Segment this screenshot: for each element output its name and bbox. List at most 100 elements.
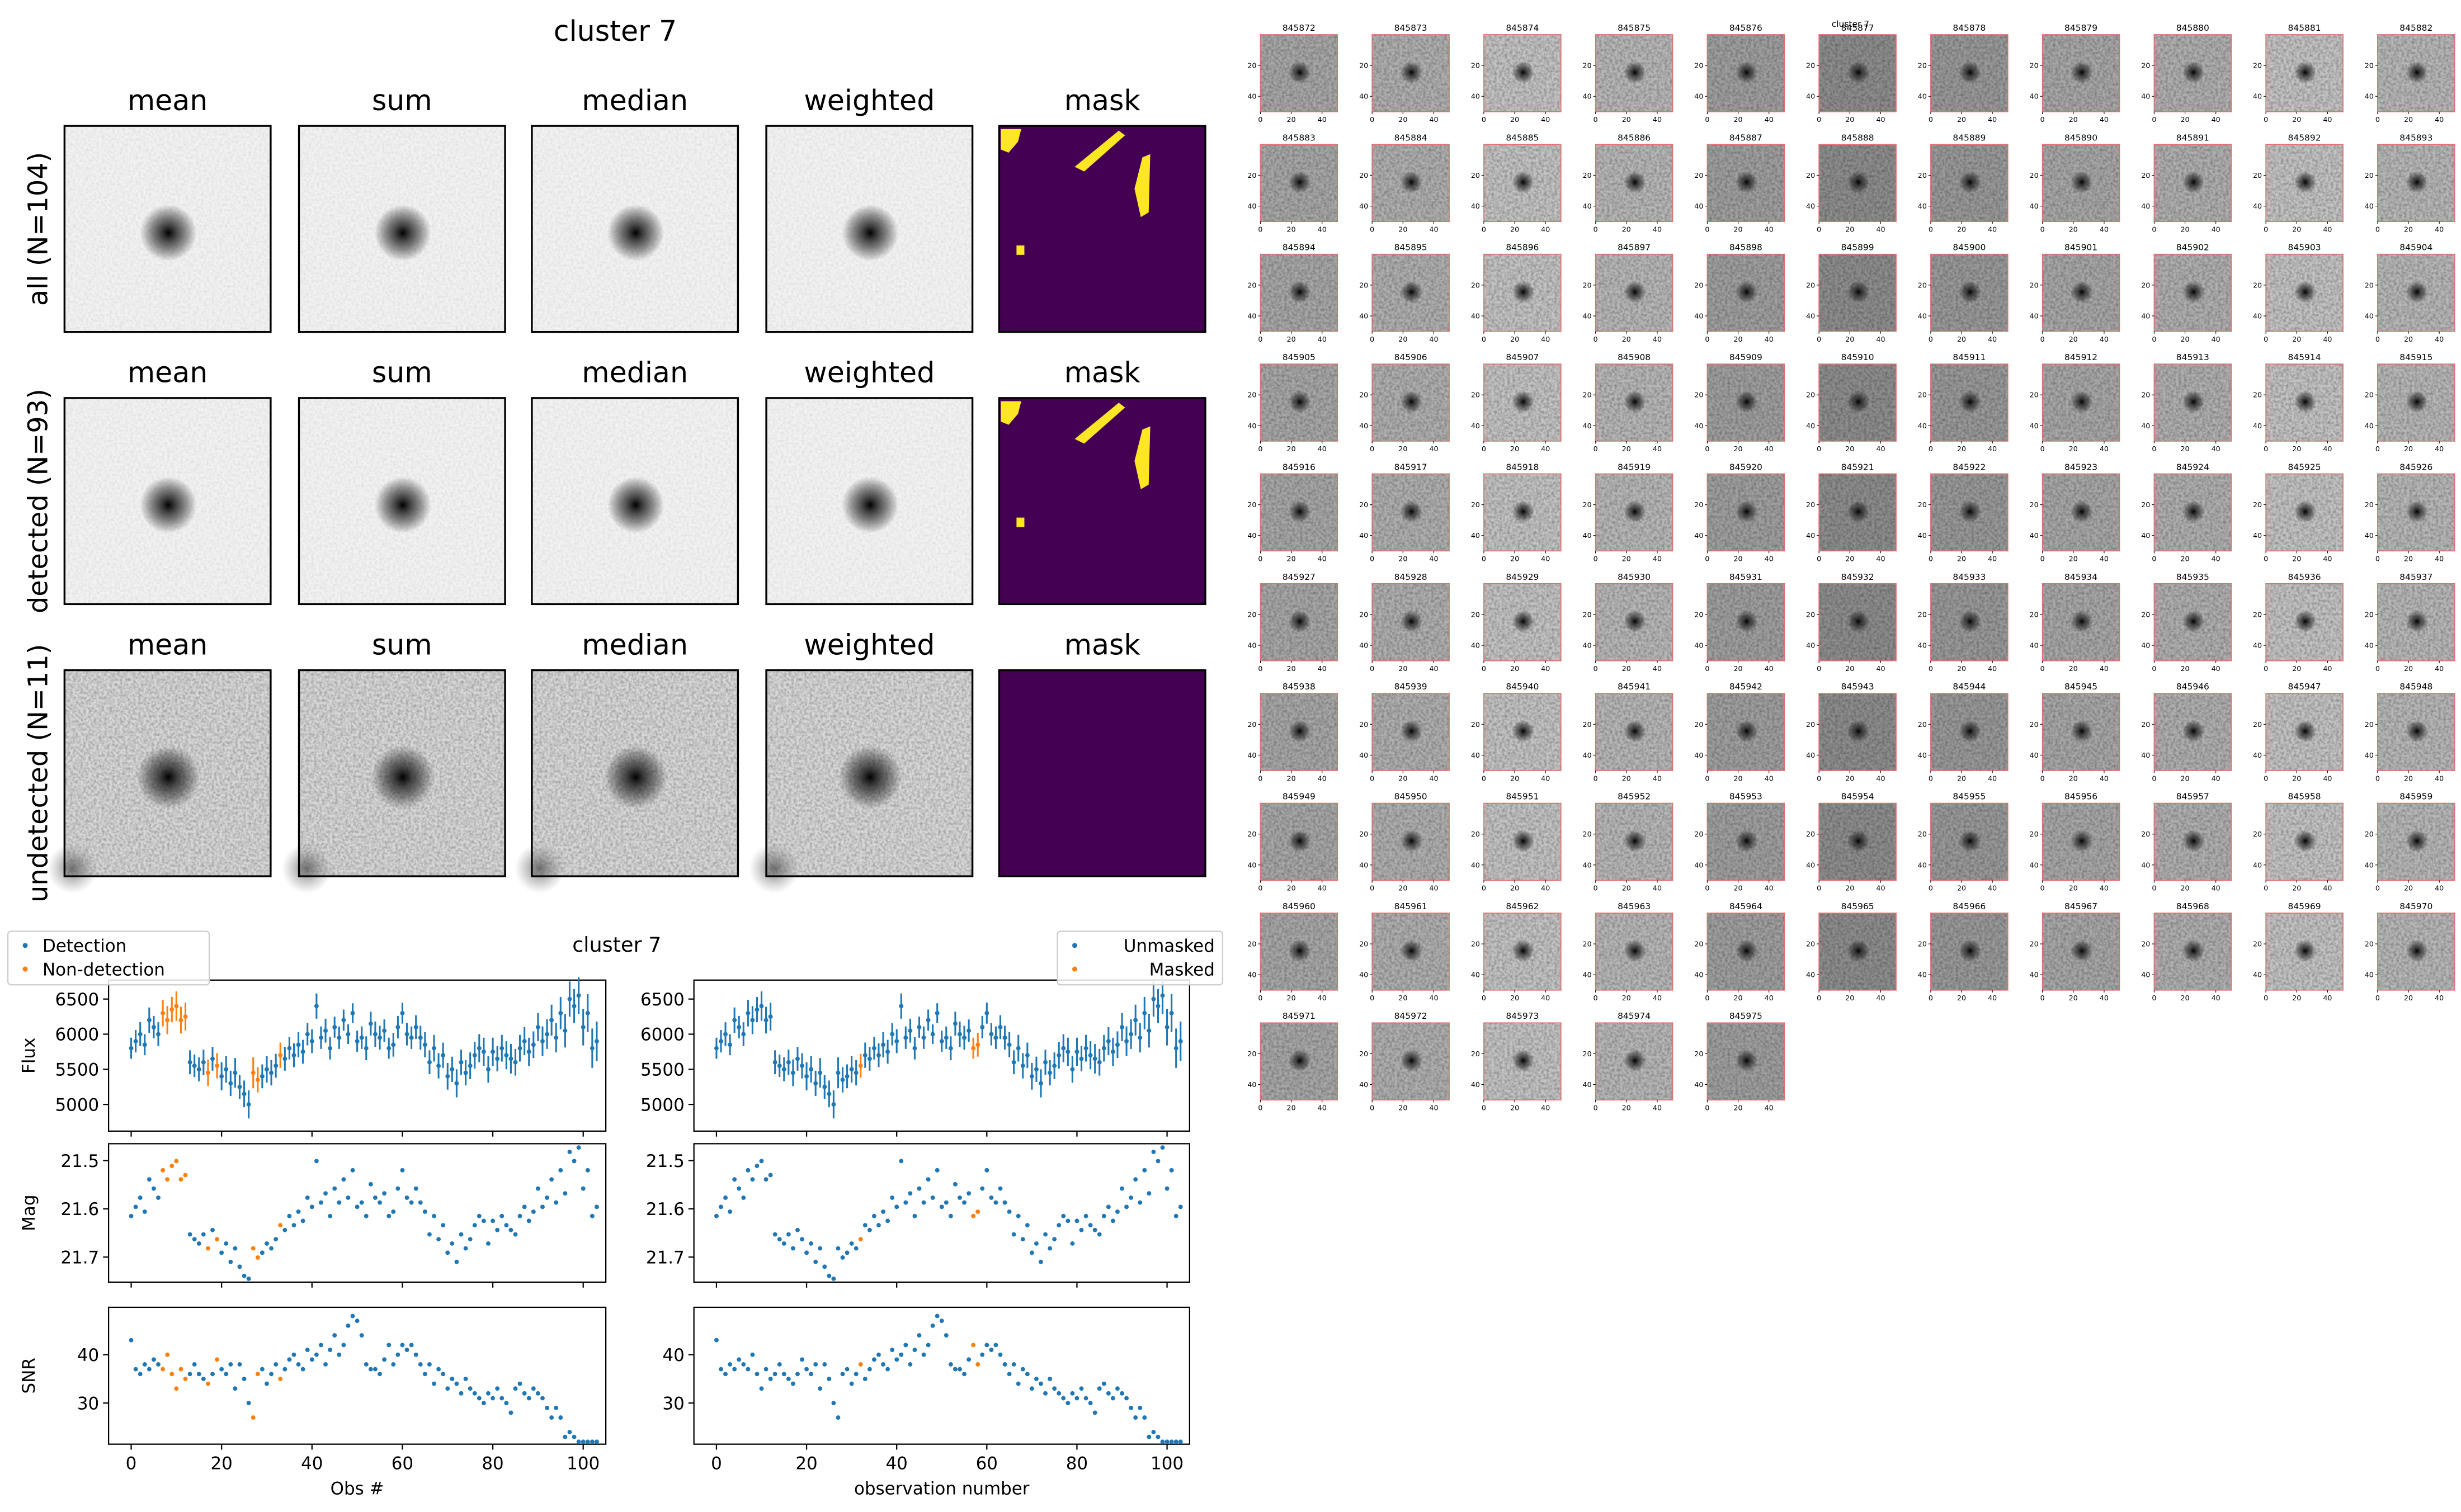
data-point — [1029, 1250, 1034, 1255]
data-point — [930, 1196, 935, 1200]
stamp-title: 845899 — [1841, 243, 1874, 253]
data-point — [215, 1357, 220, 1362]
stamp-frame — [1930, 583, 2009, 662]
data-point — [576, 1145, 581, 1150]
stamp-title: 845935 — [2176, 572, 2209, 582]
data-point — [781, 1372, 786, 1377]
stamp-title: 845880 — [2176, 23, 2209, 33]
stamp-title: 845931 — [1729, 572, 1762, 582]
data-point — [300, 1218, 305, 1223]
stamp-y-tick-label: 40 — [2030, 311, 2039, 320]
data-point — [142, 1042, 147, 1047]
stamp-y-tick-label: 20 — [2365, 391, 2374, 399]
data-point — [935, 1168, 940, 1173]
stamp-title: 845920 — [1729, 462, 1762, 472]
data-point — [1029, 1074, 1034, 1079]
data-point — [269, 1372, 274, 1377]
stamp-title: 845938 — [1283, 682, 1316, 692]
y-tick-label: 6000 — [55, 1025, 100, 1045]
stamp-x-tick-label: 40 — [2435, 445, 2444, 453]
stamp-x-tick-label: 40 — [1541, 115, 1550, 124]
data-point — [581, 1439, 586, 1444]
data-point — [831, 1401, 836, 1406]
stamp-title: 845924 — [2176, 462, 2209, 472]
source — [838, 745, 902, 809]
data-point — [138, 1032, 143, 1037]
data-point — [827, 1376, 832, 1381]
data-point — [903, 1200, 908, 1205]
data-point — [975, 1362, 980, 1367]
stamp-x-tick-label: 40 — [1765, 994, 1774, 1002]
data-point — [491, 1218, 496, 1223]
data-point — [378, 1200, 382, 1205]
data-point — [755, 1372, 760, 1377]
stamp-frame — [2042, 693, 2120, 771]
data-point — [133, 1039, 138, 1043]
stamp-y-tick-label: 40 — [1247, 1080, 1256, 1089]
x-tick-label: 100 — [1151, 1454, 1184, 1474]
data-point — [971, 1343, 976, 1348]
data-point — [309, 1204, 314, 1209]
data-point — [382, 1357, 387, 1362]
data-point — [1002, 1035, 1007, 1040]
stamp-frame — [2153, 802, 2232, 881]
data-point — [260, 1250, 265, 1255]
stamp-y-tick-label: 20 — [1583, 391, 1592, 399]
data-point — [1124, 1204, 1129, 1209]
data-point — [210, 1372, 215, 1377]
stamp-x-tick-label: 40 — [1318, 994, 1327, 1002]
data-point — [341, 1177, 346, 1182]
stamp-x-tick-label: 40 — [1765, 445, 1774, 453]
stamp-x-tick-label: 0 — [1370, 335, 1374, 343]
data-point — [728, 1209, 733, 1214]
stamp-frame — [1371, 802, 1450, 881]
data-point — [1133, 1177, 1138, 1182]
stamp-x-tick-label: 20 — [2404, 445, 2413, 453]
data-point — [1052, 1064, 1057, 1068]
stamp-y-tick-label: 20 — [1694, 830, 1703, 838]
data-point — [242, 1092, 247, 1097]
stamp-y-tick-label: 20 — [1806, 500, 1815, 509]
data-point — [255, 1078, 260, 1083]
stamp-x-tick-label: 0 — [1705, 115, 1709, 124]
data-point — [563, 1028, 568, 1033]
data-point — [219, 1074, 224, 1079]
stamp-title: 845898 — [1729, 243, 1762, 253]
stamp-x-tick-label: 20 — [1734, 335, 1743, 343]
data-point — [822, 1362, 827, 1367]
stamp-y-tick-label: 20 — [2141, 391, 2150, 399]
data-point — [732, 1018, 737, 1023]
data-point — [885, 1218, 890, 1223]
stamp-x-tick-label: 20 — [1957, 555, 1966, 563]
stamp-source — [1400, 390, 1423, 413]
data-point — [481, 1401, 486, 1406]
stamp-y-tick-label: 40 — [1694, 92, 1703, 101]
data-point — [481, 1218, 486, 1223]
stamp-x-tick-label: 0 — [1817, 445, 1821, 453]
stamp-frame — [2153, 34, 2232, 112]
stamp-x-tick-label: 0 — [2040, 115, 2045, 124]
stamp-y-tick-label: 40 — [2030, 971, 2039, 979]
stamp-y-tick-label: 20 — [1247, 171, 1256, 179]
stamp-y-tick-label: 40 — [2365, 531, 2374, 540]
data-point — [409, 1343, 414, 1348]
stamp-x-tick-label: 40 — [1541, 445, 1550, 453]
stamp-x-tick-label: 20 — [1510, 994, 1519, 1002]
stamp-x-tick-label: 20 — [1622, 774, 1631, 782]
stamp-x-tick-label: 0 — [2375, 664, 2380, 673]
stamp-x-tick-label: 20 — [2069, 445, 2078, 453]
stamp-y-tick-label: 20 — [1918, 720, 1927, 729]
data-point — [233, 1246, 238, 1251]
stamp-y-tick-label: 20 — [1359, 500, 1368, 509]
stamp-x-tick-label: 40 — [1653, 1103, 1662, 1112]
data-point — [790, 1381, 795, 1386]
stamp-y-tick-label: 20 — [1247, 940, 1256, 948]
stamp-y-tick-label: 40 — [2253, 641, 2262, 650]
stamp-y-tick-label: 20 — [1359, 940, 1368, 948]
data-point — [921, 1035, 926, 1040]
data-point — [554, 1200, 559, 1205]
data-point — [867, 1227, 872, 1232]
data-point — [251, 1415, 256, 1420]
data-point — [540, 1204, 545, 1209]
